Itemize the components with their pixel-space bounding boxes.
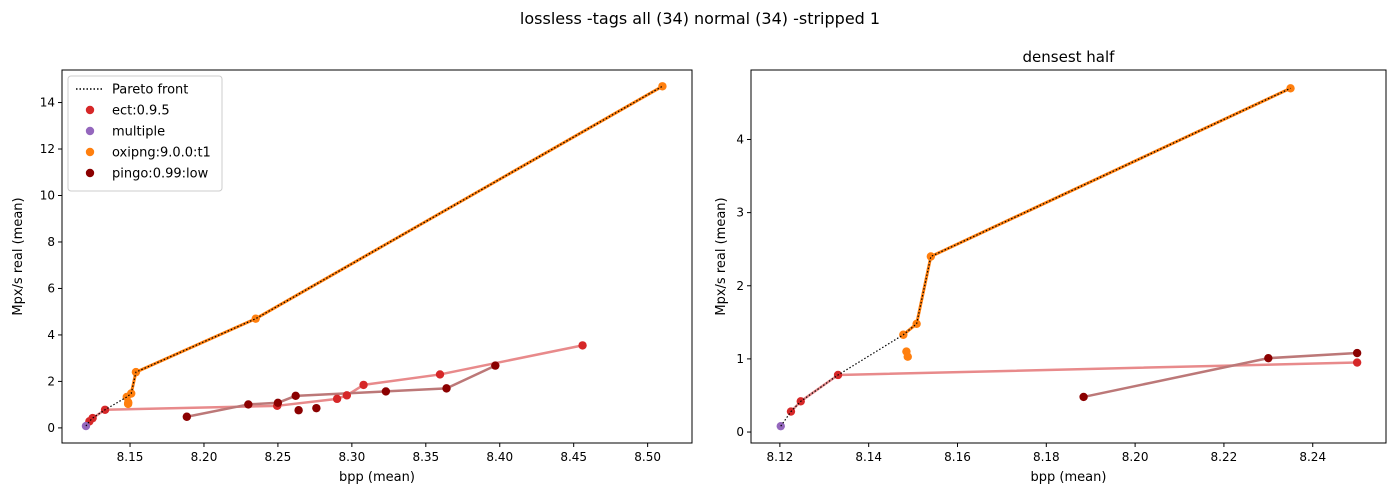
chart2-plot-frame [750,69,1387,444]
chart1-xtick-label: 8.15 [117,450,144,464]
chart1-point-ect-0-9-5 [435,370,445,379]
chart1-legend-box [67,75,223,192]
chart1-point-oxipng-9-0-0-t1 [658,82,667,91]
chart1-ytick-label: 4 [47,328,55,342]
chart1-ytick-label: 0 [47,421,55,435]
chart2-title: densest half [1023,48,1116,66]
chart1-ytick-label: 12 [40,142,55,156]
chart2-xtick-label: 8.16 [944,450,971,464]
chart1-pareto-front-line [85,85,663,427]
chart2-ytick-label: 4 [736,132,744,146]
chart1-point-pingo-0-99-low [491,361,500,370]
chart1-point-oxipng-9-0-0-t1 [123,399,133,409]
chart2-pareto-front-line [780,87,1291,427]
chart1-point-ect-0-9-5 [359,380,368,390]
chart1-point-ect-0-9-5 [88,413,97,423]
chart2-xtick-label: 8.20 [1122,450,1149,464]
chart2-point-oxipng-9-0-0-t1 [1286,84,1295,93]
chart2-point-ect-0-9-5 [1352,358,1362,367]
chart1-point-pingo-0-99-low [294,406,303,415]
chart1-point-pingo-0-99-low [244,400,253,409]
chart1-legend-swatch-multiple [85,126,95,136]
chart2-xtick-label: 8.12 [767,450,794,464]
chart2-ytick-label: 1 [736,352,744,366]
chart1-point-pingo-0-99-low [273,398,283,407]
chart1-point-pingo-0-99-low [381,387,391,396]
chart2-ytick-label: 0 [736,425,744,439]
chart1-point-ect-0-9-5 [578,341,587,350]
chart1-xtick-label: 8.35 [412,450,439,464]
chart1-legend-label-pingo-0-99-low: pingo:0.99:low [112,167,209,182]
chart2-xtick-label: 8.14 [855,450,882,464]
chart2-point-oxipng-9-0-0-t1 [903,352,912,361]
chart1-point-pingo-0-99-low [312,403,321,413]
chart-left-all-data: 8.15 8.20 8.25 8.30 8.35 8.40 8.45 8.50 0 2 4 6 8 10 1… [11,69,693,485]
chart1-point-pingo-0-99-low [291,391,300,401]
chart1-point-pingo-0-99-low [182,412,192,421]
chart2-point-pingo-0-99-low [1352,348,1362,358]
chart2-ytick-label: 3 [736,206,744,220]
chart2-xtick-label: 8.24 [1299,450,1326,464]
chart1-point-ect-0-9-5 [342,391,352,400]
chart2-ytick-label: 2 [736,279,744,293]
chart1-point-oxipng-9-0-0-t1 [251,314,260,323]
chart2-point-oxipng-9-0-0-t1 [926,252,936,261]
chart1-legend-swatch-ect-0-9-5 [85,105,95,115]
chart1-legend-swatch-oxipng-9-0-0-t1 [85,147,95,157]
chart2-point-pingo-0-99-low [1079,392,1088,402]
chart1-xtick-label: 8.20 [191,450,218,464]
chart-right-densest-half: densest half 8.12 8.14 8.16 8.18 8.20 8.22 8.24… [714,48,1387,485]
chart1-xtick-label: 8.25 [265,450,292,464]
chart1-ylabel: Mpx/s real (mean) [11,197,26,315]
chart1-xtick-label: 8.50 [634,450,661,464]
chart1-legend-label-oxipng-9-0-0-t1: oxipng:9.0.0:t1 [112,146,211,161]
chart1-xlabel: bpp (mean) [339,470,415,485]
chart1-ytick-label: 10 [40,188,55,202]
chart2-xlabel: bpp (mean) [1031,470,1107,485]
chart2-xtick-label: 8.22 [1211,450,1238,464]
chart1-point-pingo-0-99-low [442,384,451,393]
chart1-ytick-label: 2 [47,374,55,388]
chart2-point-pingo-0-99-low [1264,353,1273,363]
figure-suptitle: lossless -tags all (34) normal (34) -str… [520,9,880,28]
chart1-legend-swatch-pingo-0-99-low [85,168,95,178]
chart1-point-ect-0-9-5 [332,394,342,404]
chart1-xtick-label: 8.30 [338,450,365,464]
chart1-xtick-label: 8.40 [486,450,513,464]
chart1-ytick-label: 14 [40,96,55,110]
chart1-legend-label-ect-0-9-5: ect:0.9.5 [112,104,170,119]
chart1-ytick-label: 8 [47,235,55,249]
chart1-xtick-label: 8.45 [560,450,587,464]
chart1-legend-label-multiple: multiple [112,125,165,140]
chart1-legend-label-pareto-front: Pareto front [112,83,188,98]
chart2-ylabel: Mpx/s real (mean) [714,197,729,315]
chart2-xtick-label: 8.18 [1033,450,1060,464]
chart1-ytick-label: 6 [47,281,55,295]
